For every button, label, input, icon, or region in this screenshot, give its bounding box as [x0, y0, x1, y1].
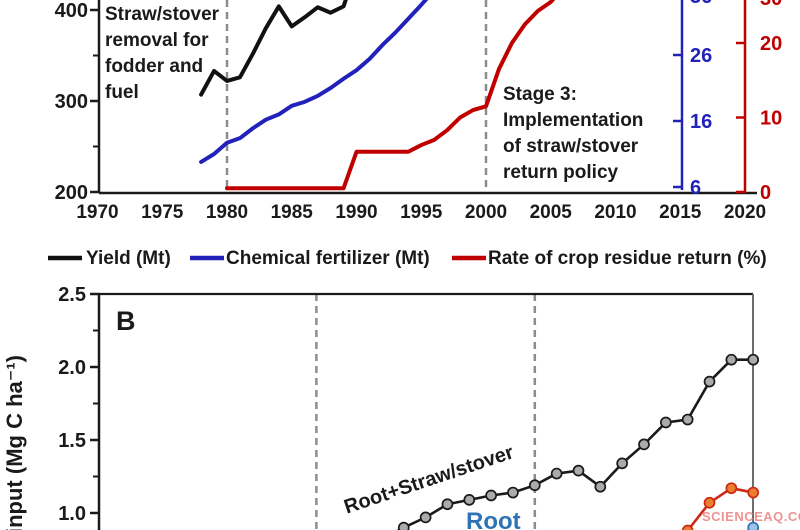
fertilizer-tick-label: 6: [690, 177, 701, 199]
legend-label: Rate of crop residue return (%): [488, 248, 767, 269]
data-point-marker: [463, 494, 476, 506]
data-point-marker: [725, 353, 738, 366]
watermark: SCIENCEAQ.COM: [702, 509, 800, 524]
stage2-line: fodder and: [105, 56, 204, 77]
stage3-line: Stage 3:: [503, 84, 577, 105]
fertilizer-line: [199, 0, 429, 164]
x-tick-label-a: 1990: [335, 202, 377, 223]
stage3-annotation: Stage 3: Implementation of straw/stover …: [503, 82, 643, 186]
fertilizer-tick-label-clipped: 36: [690, 0, 712, 8]
stage2-line: removal for: [105, 30, 209, 51]
fertilizer-tick-label: 26: [690, 45, 712, 67]
series-label-root: Root: [466, 508, 521, 530]
data-point-marker: [747, 486, 760, 499]
stage3-line: of straw/stover: [503, 136, 639, 157]
x-tick-label-a: 2015: [659, 202, 702, 223]
y-tick-label-a: 300: [55, 91, 88, 113]
stage3-line: Implementation: [503, 110, 644, 131]
residue-line: [225, 0, 556, 191]
y-tick-label-b: 2.5: [58, 284, 86, 306]
data-point-marker: [485, 489, 497, 502]
x-tick-label-a: 2005: [530, 202, 573, 223]
data-point-marker: [616, 457, 629, 470]
y-tick-label-b: 1.0: [58, 503, 86, 525]
stage2-line: fuel: [105, 82, 139, 103]
x-tick-label-a: 1995: [400, 202, 443, 223]
x-tick-label-a: 1980: [206, 202, 248, 223]
residue-tick-label: 20: [760, 33, 782, 55]
data-point-marker: [419, 511, 432, 524]
residue-tick-label: 10: [760, 108, 782, 130]
x-tick-label-a: 1975: [141, 202, 184, 223]
y-tick-label-b: 1.5: [58, 430, 86, 452]
data-point-marker: [681, 524, 694, 530]
data-point-marker: [747, 521, 760, 530]
data-point-marker: [550, 467, 563, 480]
data-point-marker: [747, 353, 760, 366]
stage3-line: return policy: [503, 162, 619, 183]
x-tick-label-a: 2010: [594, 202, 636, 223]
x-tick-label-a: 2000: [465, 202, 507, 223]
y-tick-label-a: 200: [55, 182, 88, 204]
x-tick-label-a: 2020: [724, 202, 766, 223]
data-point-marker: [397, 521, 410, 530]
yield-line: [199, 0, 348, 97]
x-tick-label-a: 1970: [76, 202, 118, 223]
residue-tick-label-clipped: 30: [760, 0, 782, 10]
data-point-marker: [594, 480, 607, 493]
legend-label: Yield (Mt): [86, 248, 171, 269]
fertilizer-tick-label: 16: [690, 111, 712, 133]
data-point-marker: [572, 464, 585, 477]
data-point-marker: [659, 416, 672, 429]
stage2-annotation: Straw/stover removal for fodder and fuel: [105, 2, 219, 106]
y-tick-label-a: 400: [55, 0, 88, 22]
panel-b-label: B: [116, 306, 136, 336]
residue-tick-label: 0: [760, 182, 771, 204]
x-tick-label-a: 1985: [271, 202, 314, 223]
data-point-marker: [507, 486, 519, 499]
root-straw-line: [396, 358, 755, 530]
data-point-marker: [441, 498, 454, 511]
data-point-marker: [528, 479, 541, 492]
legend-label: Chemical fertilizer (Mt): [226, 248, 430, 269]
y-axis-title-b: input (Mg C ha⁻¹): [2, 354, 27, 530]
data-point-marker: [703, 375, 716, 388]
y-tick-label-b: 2.0: [58, 357, 86, 379]
data-point-marker: [725, 482, 738, 495]
stage2-line: Straw/stover: [105, 4, 220, 25]
data-point-marker: [703, 496, 716, 509]
data-point-marker: [638, 438, 650, 451]
data-point-marker: [681, 413, 694, 426]
